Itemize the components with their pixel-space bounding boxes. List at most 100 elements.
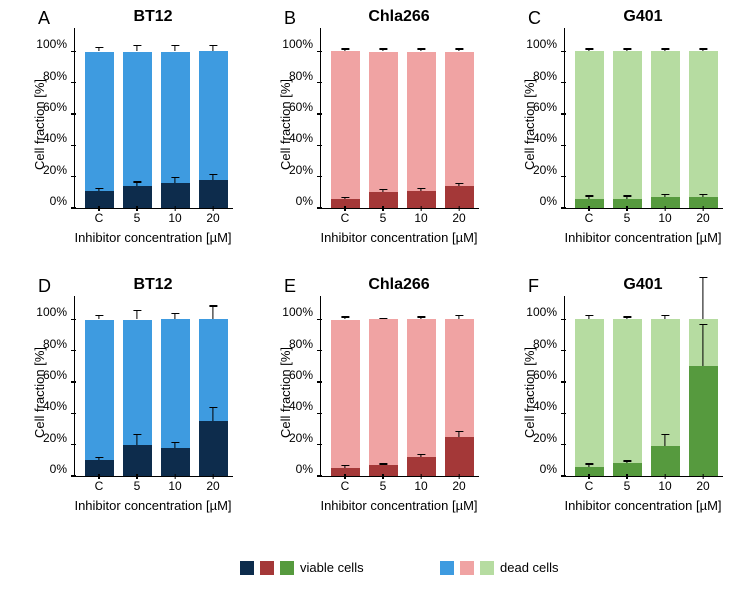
error-bar-top	[588, 48, 589, 51]
error-bar-viable	[664, 434, 665, 447]
tick-mark	[561, 475, 566, 476]
bar-dead	[331, 51, 360, 198]
x-tick-label: C	[585, 211, 594, 225]
y-tick-label: 0%	[50, 462, 67, 476]
panel-title: G401	[564, 8, 722, 26]
tick-mark	[212, 474, 213, 479]
legend-swatch	[440, 561, 454, 575]
x-tick-label: 10	[658, 479, 671, 493]
tick-mark	[317, 113, 322, 114]
panel-letter: E	[284, 276, 296, 297]
y-tick-label: 0%	[540, 462, 557, 476]
y-axis-label: Cell fraction [%]	[278, 79, 293, 170]
y-tick-label: 0%	[50, 194, 67, 208]
plot-area: 0%20%40%60%80%100%C51020	[74, 296, 233, 477]
x-tick-label: 10	[658, 211, 671, 225]
bar-dead	[199, 51, 228, 179]
tick-mark	[317, 444, 322, 445]
tick-mark	[71, 145, 76, 146]
bar-viable	[199, 180, 228, 208]
error-bar-top	[98, 315, 99, 320]
x-tick-label: 10	[168, 479, 181, 493]
bar-dead	[575, 51, 604, 198]
tick-mark	[317, 82, 322, 83]
bar-viable	[123, 186, 152, 208]
error-bar-viable	[98, 457, 99, 460]
tick-mark	[561, 51, 566, 52]
error-bar-top	[174, 313, 175, 319]
tick-mark	[561, 145, 566, 146]
bar-dead	[369, 319, 398, 465]
bar-dead	[199, 319, 228, 421]
error-bar-top	[458, 315, 459, 320]
error-bar-viable	[98, 188, 99, 191]
tick-mark	[71, 51, 76, 52]
bar-viable	[445, 437, 474, 476]
error-bar-viable	[382, 189, 383, 192]
tick-mark	[664, 206, 665, 211]
error-bar-viable	[420, 454, 421, 457]
tick-mark	[317, 350, 322, 351]
x-tick-label: 20	[206, 211, 219, 225]
error-bar-top	[420, 48, 421, 51]
bar-dead	[445, 319, 474, 436]
tick-mark	[344, 474, 345, 479]
x-tick-label: 20	[696, 211, 709, 225]
error-bar-top	[344, 48, 345, 51]
tick-mark	[561, 207, 566, 208]
error-bar-viable	[344, 465, 345, 468]
error-bar-viable	[588, 195, 589, 198]
error-bar-top	[420, 316, 421, 319]
error-bar-viable	[212, 407, 213, 421]
tick-mark	[626, 206, 627, 211]
y-tick-label: 100%	[526, 305, 557, 319]
legend-swatch	[460, 561, 474, 575]
tick-mark	[71, 475, 76, 476]
tick-mark	[561, 82, 566, 83]
tick-mark	[382, 206, 383, 211]
tick-mark	[71, 381, 76, 382]
tick-mark	[98, 474, 99, 479]
bar-dead	[575, 319, 604, 466]
error-bar-viable	[344, 197, 345, 199]
plot-area: 0%20%40%60%80%100%C51020	[320, 28, 479, 209]
error-bar-viable	[702, 194, 703, 197]
tick-mark	[136, 206, 137, 211]
y-tick-label: 100%	[526, 37, 557, 51]
tick-mark	[71, 444, 76, 445]
error-bar-viable	[136, 434, 137, 445]
bar-dead	[161, 319, 190, 447]
error-bar-viable	[382, 463, 383, 465]
legend-label: dead cells	[500, 560, 559, 575]
bar-dead	[651, 319, 680, 446]
error-bar-viable	[626, 195, 627, 198]
legend-swatch	[280, 561, 294, 575]
tick-mark	[136, 474, 137, 479]
tick-mark	[71, 82, 76, 83]
y-tick-label: 100%	[282, 305, 313, 319]
tick-mark	[317, 145, 322, 146]
tick-mark	[702, 206, 703, 211]
legend-label: viable cells	[300, 560, 364, 575]
tick-mark	[420, 206, 421, 211]
x-tick-label: C	[341, 479, 350, 493]
error-bar-top	[626, 316, 627, 319]
tick-mark	[98, 206, 99, 211]
tick-mark	[458, 474, 459, 479]
legend-swatch	[480, 561, 494, 575]
bar-dead	[651, 51, 680, 197]
tick-mark	[382, 474, 383, 479]
tick-mark	[317, 51, 322, 52]
tick-mark	[344, 206, 345, 211]
panel-title: BT12	[74, 276, 232, 294]
x-tick-label: 5	[380, 211, 387, 225]
tick-mark	[561, 381, 566, 382]
x-tick-label: C	[585, 479, 594, 493]
panel-letter: C	[528, 8, 541, 29]
x-tick-label: 10	[414, 479, 427, 493]
panel-title: Chla266	[320, 8, 478, 26]
y-axis-label: Cell fraction [%]	[522, 347, 537, 438]
bar-viable	[123, 445, 152, 476]
tick-mark	[317, 176, 322, 177]
plot-area: 0%20%40%60%80%100%C51020	[320, 296, 479, 477]
